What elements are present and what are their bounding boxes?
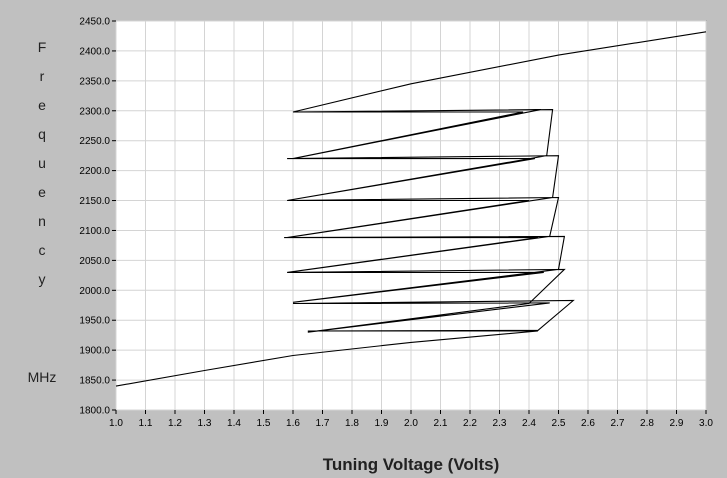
x-tick-label: 2.2 [463,418,477,429]
x-tick-label: 2.6 [581,418,595,429]
grid [115,20,707,411]
x-tick-label: 1.1 [139,418,153,429]
x-tick-label: 2.5 [552,418,566,429]
series-group [115,31,707,387]
x-axis-title: Tuning Voltage (Volts) [323,455,500,474]
x-tick-label: 2.4 [522,418,536,429]
y-tick-label: 1950.0 [79,316,110,327]
y-axis-title-char: e [38,184,46,200]
y-axis-unit: MHz [28,369,57,385]
y-tick-label: 2150.0 [79,196,110,207]
x-tick-label: 1.2 [168,418,182,429]
y-tick-label: 1850.0 [79,376,110,387]
x-tick-label: 1.8 [345,418,359,429]
x-tick-label: 2.7 [611,418,625,429]
x-tick-label: 1.5 [257,418,271,429]
y-tick-label: 2350.0 [79,76,110,87]
y-axis-title-char: n [38,213,46,229]
y-tick-label: 1800.0 [79,406,110,417]
y-axis-title-char: c [39,242,46,258]
y-axis-title-char: e [38,97,46,113]
x-tick-label: 1.0 [109,418,123,429]
y-tick-label: 2400.0 [79,46,110,57]
y-axis-title-char: r [40,68,45,84]
x-tick-label: 2.8 [640,418,654,429]
y-tick-label: 2000.0 [79,286,110,297]
y-tick-label: 2100.0 [79,226,110,237]
y-tick-label: 1900.0 [79,346,110,357]
x-axis: 1.0 1.1 1.2 1.3 1.4 1.5 1.6 1.7 1.8 1.9 2.0 2.1 2.2 2… [109,410,713,429]
y-tick-label: 2250.0 [79,136,110,147]
x-tick-label: 1.4 [227,418,241,429]
x-tick-label: 1.9 [375,418,389,429]
x-tick-label: 2.1 [434,418,448,429]
x-tick-label: 1.6 [286,418,300,429]
x-tick-label: 2.9 [670,418,684,429]
y-tick-label: 2300.0 [79,106,110,117]
y-axis-title-char: F [38,39,47,55]
y-tick-label: 2200.0 [79,166,110,177]
x-tick-label: 1.3 [198,418,212,429]
y-tick-label: 2050.0 [79,256,110,267]
x-tick-label: 2.3 [493,418,507,429]
y-tick-label: 2450.0 [79,17,110,28]
series-line [115,31,707,387]
y-axis-title-char: q [38,126,46,142]
x-tick-label: 1.7 [316,418,330,429]
y-axis-title-char: y [39,271,46,287]
x-tick-label: 2.0 [404,418,418,429]
y-axis-title-char: u [38,155,46,171]
y-axis: 1800.0 1850.0 1900.0 1950.0 2000.0 2050.0 2100… [79,17,116,417]
x-tick-label: 3.0 [699,418,713,429]
